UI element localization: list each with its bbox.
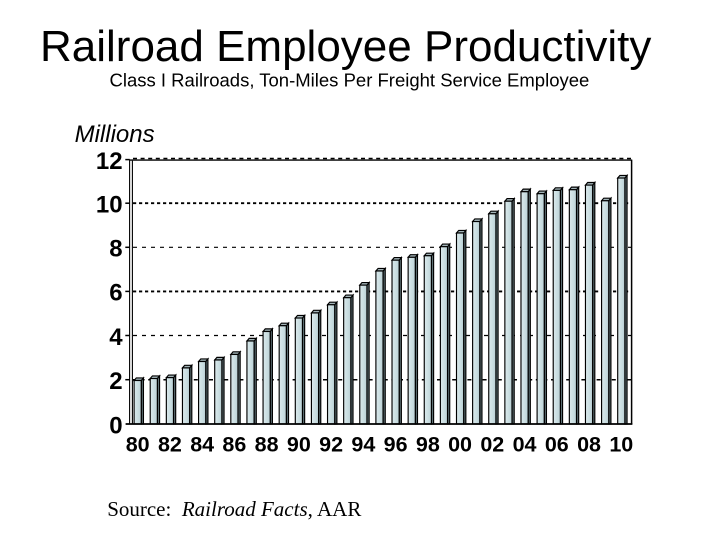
svg-text:Railroad Employee Productivity: Railroad Employee Productivity [40, 22, 651, 71]
svg-text:82: 82 [158, 433, 182, 457]
svg-text:Class I Railroads, Ton-Miles P: Class I Railroads, Ton-Miles Per Freight… [110, 70, 590, 91]
svg-text:12: 12 [96, 148, 123, 175]
svg-text:10: 10 [96, 192, 123, 219]
svg-text:96: 96 [384, 433, 408, 457]
svg-text:00: 00 [448, 433, 472, 457]
svg-text:98: 98 [416, 433, 440, 457]
svg-text:90: 90 [287, 433, 311, 457]
svg-text:92: 92 [319, 433, 343, 457]
svg-text:10: 10 [609, 433, 633, 457]
svg-text:80: 80 [126, 433, 150, 457]
svg-text:0: 0 [109, 412, 122, 439]
svg-text:Millions: Millions [75, 121, 155, 148]
svg-text:84: 84 [190, 433, 214, 457]
svg-text:86: 86 [222, 433, 246, 457]
svg-text:04: 04 [513, 433, 537, 457]
svg-text:94: 94 [351, 433, 375, 457]
svg-text:08: 08 [577, 433, 601, 457]
svg-text:6: 6 [109, 280, 122, 307]
svg-text:8: 8 [109, 236, 122, 263]
svg-text:Source: Railroad Facts, AAR: Source: Railroad Facts, AAR [107, 497, 361, 521]
svg-text:4: 4 [109, 324, 123, 351]
svg-text:2: 2 [109, 368, 122, 395]
svg-text:88: 88 [255, 433, 279, 457]
svg-text:02: 02 [480, 433, 504, 457]
svg-text:06: 06 [545, 433, 569, 457]
